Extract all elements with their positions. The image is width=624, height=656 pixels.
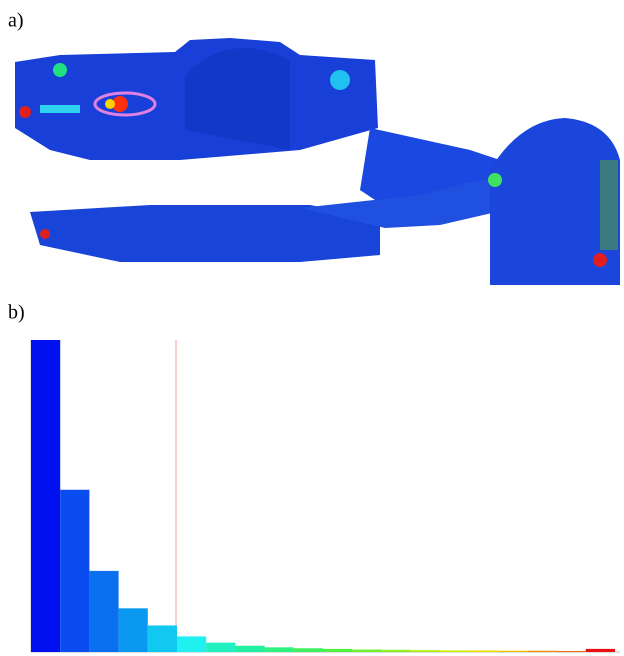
bar [527, 651, 556, 652]
bar [411, 650, 440, 652]
bar [498, 651, 527, 652]
bar [235, 646, 264, 652]
page: {"panels": {"a": "a)", "b": "b)"}, "char… [0, 0, 624, 656]
bar [557, 651, 586, 652]
bar [265, 647, 294, 652]
point-cloud [15, 38, 620, 285]
figure: a) b) [0, 0, 624, 656]
panel-label: a) [8, 10, 24, 32]
bar [469, 650, 498, 652]
bar [206, 643, 235, 652]
bar [31, 340, 60, 652]
bar [148, 625, 177, 652]
bar [323, 649, 352, 652]
bar [586, 649, 615, 652]
bar [60, 490, 89, 652]
bar [89, 571, 118, 652]
bar [352, 650, 381, 652]
bar [440, 650, 469, 652]
bar [381, 650, 410, 652]
bar [177, 636, 206, 652]
bar [294, 648, 323, 652]
bar [119, 608, 148, 652]
panel-label: b) [8, 302, 25, 324]
